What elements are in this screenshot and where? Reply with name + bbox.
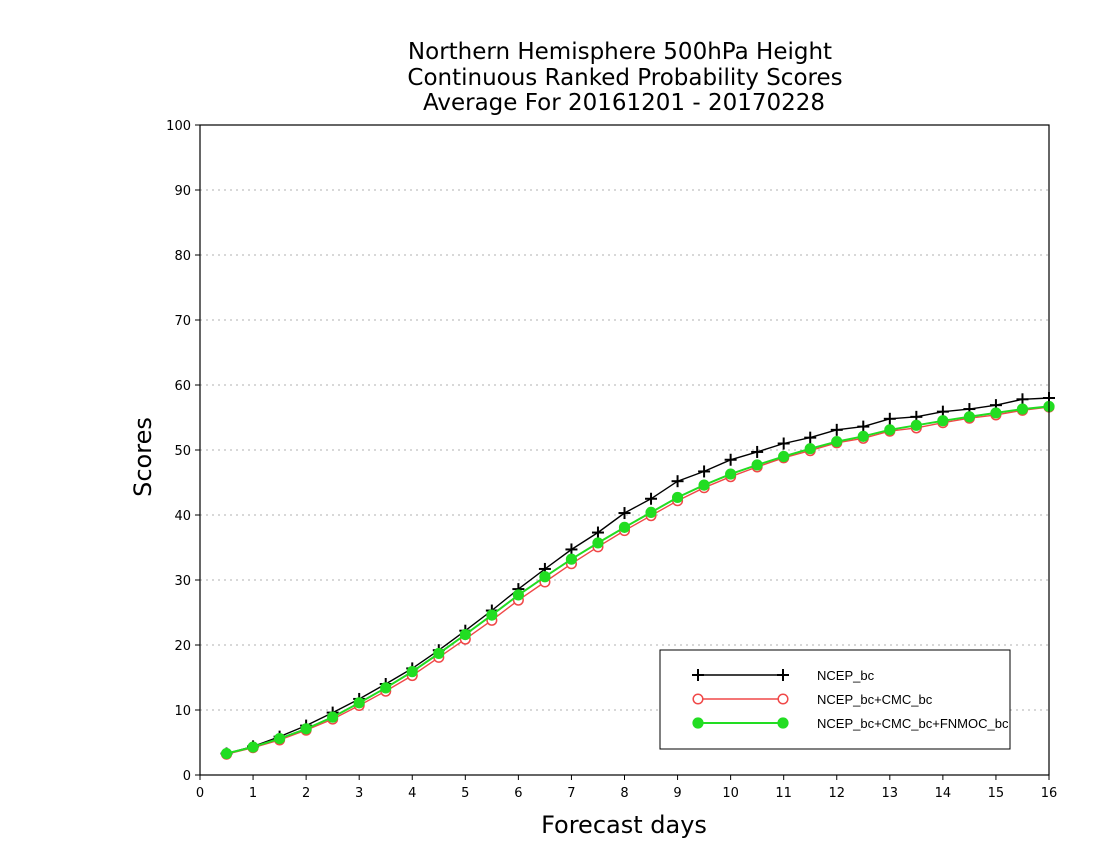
legend: NCEP_bc NCEP_bc+CMC_bc NCEP_bc+CMC_bc+FNMO… (659, 649, 1011, 750)
y-tick-label: 30 (174, 574, 191, 589)
filled-circle-marker (671, 491, 684, 504)
x-tick-label: 1 (249, 786, 257, 801)
filled-circle-marker (990, 407, 1002, 419)
legend-label: NCEP_bc+CMC_bc (817, 692, 933, 707)
filled-circle-marker (592, 537, 604, 549)
legend-label: NCEP_bc (817, 668, 875, 683)
filled-circle-marker (327, 711, 339, 723)
filled-circle-marker (512, 589, 524, 601)
filled-circle-marker (804, 443, 816, 455)
filled-circle-marker (963, 411, 976, 423)
filled-circle-marker (751, 459, 763, 471)
chart-title-line-3: Average For 20161201 - 20170228 (423, 90, 825, 116)
x-tick-label: 3 (355, 786, 363, 801)
filled-circle-marker (565, 553, 578, 565)
legend-item: NCEP_bc (692, 668, 875, 683)
filled-circle-marker (1016, 403, 1029, 415)
x-tick-label: 8 (620, 786, 628, 801)
plus-marker (751, 445, 764, 458)
x-tick-label: 13 (882, 786, 899, 801)
filled-circle-marker (778, 450, 790, 463)
filled-circle-marker (777, 717, 789, 729)
x-tick-label: 6 (514, 786, 522, 801)
plus-marker (1016, 393, 1029, 406)
plus-marker (804, 431, 817, 444)
y-axis: 0 10 20 30 40 50 60 70 80 90 100 (166, 119, 200, 784)
filled-circle-marker (618, 521, 631, 533)
filled-circle-marker (220, 747, 233, 760)
filled-circle-marker (406, 666, 418, 678)
x-axis: 0 1 2 3 4 5 6 7 8 9 10 11 12 13 14 15 16 (196, 775, 1057, 801)
filled-circle-marker (353, 697, 365, 709)
chart-title-line-1: Northern Hemisphere 500hPa Height (408, 39, 832, 65)
series-layer (220, 392, 1055, 760)
filled-circle-marker (831, 435, 843, 448)
x-tick-label: 5 (461, 786, 469, 801)
filled-circle-marker (273, 733, 286, 745)
x-axis-label: Forecast days (541, 811, 707, 839)
x-tick-label: 7 (567, 786, 575, 801)
y-tick-label: 50 (174, 444, 191, 459)
legend-item: NCEP_bc+CMC_bc+FNMOC_bc (692, 716, 1009, 731)
plus-marker (724, 453, 737, 466)
y-tick-label: 10 (174, 704, 191, 719)
x-tick-label: 15 (988, 786, 1005, 801)
plus-marker (777, 669, 789, 681)
y-tick-label: 40 (174, 509, 191, 524)
plus-marker (565, 543, 578, 556)
filled-circle-marker (725, 468, 737, 480)
y-tick-label: 20 (174, 639, 191, 654)
filled-circle-marker (645, 506, 657, 519)
y-tick-label: 100 (166, 119, 191, 134)
y-tick-label: 90 (174, 184, 191, 199)
filled-circle-marker (910, 419, 922, 431)
x-tick-label: 11 (775, 786, 792, 801)
y-tick-label: 60 (174, 379, 191, 394)
x-tick-label: 12 (828, 786, 845, 801)
plus-marker (591, 526, 604, 539)
series-NCEP_bc+CMC_bc+FNMOC_bc (220, 400, 1055, 760)
y-tick-label: 0 (183, 769, 191, 784)
open-circle-marker (692, 693, 704, 705)
plus-marker (883, 412, 896, 425)
x-tick-label: 2 (302, 786, 310, 801)
filled-circle-marker (247, 741, 259, 753)
filled-circle-marker (698, 479, 710, 491)
filled-circle-marker (692, 717, 704, 729)
filled-circle-marker (884, 424, 896, 436)
filled-circle-marker (433, 647, 445, 660)
filled-circle-marker (539, 571, 551, 583)
plus-marker (777, 437, 790, 450)
x-tick-label: 0 (196, 786, 204, 801)
plus-marker (618, 507, 631, 520)
x-tick-label: 16 (1041, 786, 1058, 801)
open-circle-marker (777, 693, 789, 705)
legend-item: NCEP_bc+CMC_bc (692, 692, 933, 707)
filled-circle-marker (459, 629, 471, 641)
x-tick-label: 4 (408, 786, 416, 801)
filled-circle-marker (857, 430, 869, 442)
y-axis-label: Scores (129, 417, 157, 497)
plus-marker (692, 669, 704, 681)
plus-marker (698, 465, 711, 478)
legend-label: NCEP_bc+CMC_bc+FNMOC_bc (817, 716, 1009, 731)
y-tick-label: 80 (174, 249, 191, 264)
x-tick-label: 14 (935, 786, 952, 801)
legend-items: NCEP_bc NCEP_bc+CMC_bc NCEP_bc+CMC_bc+FNMO… (692, 668, 1009, 731)
chart-title-line-2: Continuous Ranked Probability Scores (407, 65, 842, 91)
filled-circle-marker (486, 609, 498, 621)
filled-circle-marker (300, 723, 312, 735)
x-tick-label: 9 (673, 786, 681, 801)
filled-circle-marker (380, 682, 392, 694)
plus-marker (857, 420, 870, 433)
plus-marker (645, 492, 658, 505)
plus-marker (671, 475, 684, 488)
filled-circle-marker (937, 415, 949, 427)
plus-marker (830, 423, 843, 436)
x-tick-label: 10 (722, 786, 739, 801)
y-tick-label: 70 (174, 314, 191, 329)
